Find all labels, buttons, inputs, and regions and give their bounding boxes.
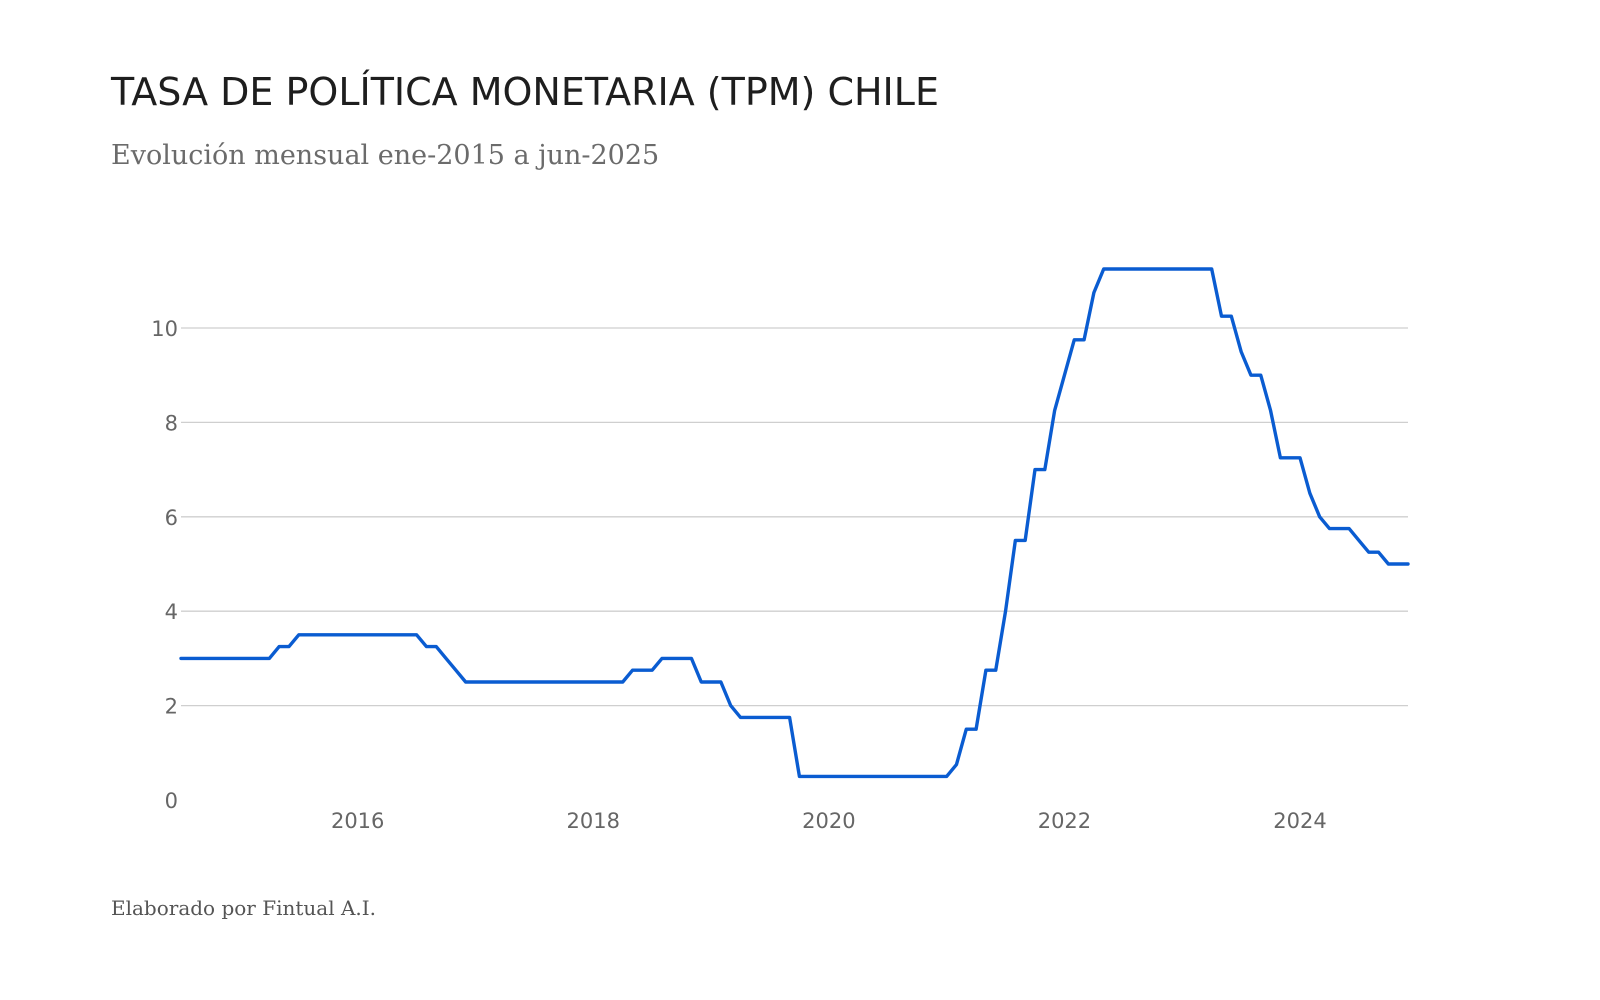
source-credit: Elaborado por Fintual A.I. bbox=[111, 896, 377, 920]
chart-title: TASA DE POLÍTICA MONETARIA (TPM) CHILE bbox=[111, 70, 939, 114]
x-tick-label: 2022 bbox=[1038, 809, 1091, 833]
y-tick-label: 10 bbox=[151, 317, 178, 341]
y-tick-label: 4 bbox=[165, 600, 178, 624]
y-tick-label: 0 bbox=[165, 789, 178, 813]
y-tick-label: 6 bbox=[165, 506, 178, 530]
x-tick-label: 2020 bbox=[802, 809, 855, 833]
x-tick-label: 2018 bbox=[567, 809, 620, 833]
x-axis-ticks: 2016 2018 2020 2022 2024 bbox=[331, 809, 1327, 833]
x-tick-label: 2016 bbox=[331, 809, 384, 833]
y-tick-label: 8 bbox=[165, 411, 178, 435]
gridlines bbox=[181, 327, 1408, 707]
chart-subtitle: Evolución mensual ene-2015 a jun-2025 bbox=[111, 140, 660, 171]
y-axis-ticks: 0 2 4 6 8 10 bbox=[151, 317, 178, 813]
series-layer bbox=[179, 267, 1410, 779]
y-tick-label: 2 bbox=[165, 695, 178, 719]
series-line bbox=[179, 267, 1410, 779]
x-tick-label: 2024 bbox=[1273, 809, 1326, 833]
